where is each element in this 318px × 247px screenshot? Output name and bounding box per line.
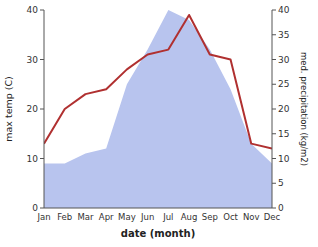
y2-tick: [272, 183, 276, 184]
x-tick-label: Dec: [264, 212, 281, 222]
marks: [44, 10, 272, 208]
y2-tick-label: 10: [278, 154, 290, 164]
y2-tick: [272, 34, 276, 35]
y-tick-label: 10: [27, 154, 39, 164]
y2-tick-label: 30: [278, 55, 290, 65]
y2-tick: [272, 133, 276, 134]
y-tick: [40, 208, 44, 209]
x-axis-line: [44, 208, 272, 209]
chart: 0102030400510152025303540JanFebMarAprMay…: [0, 0, 318, 247]
y-tick: [40, 158, 44, 159]
y2-tick: [272, 10, 276, 11]
y2-tick: [272, 158, 276, 159]
y2-tick: [272, 109, 276, 110]
x-tick-label: Mar: [77, 212, 94, 222]
y2-tick-label: 20: [278, 104, 290, 114]
x-tick-label: Jun: [140, 212, 154, 222]
x-tick-label: Oct: [223, 212, 238, 222]
x-tick-label: Apr: [99, 212, 114, 222]
x-tick-label: May: [118, 212, 136, 222]
x-tick-label: Aug: [181, 212, 198, 222]
x-tick-label: Jan: [36, 212, 50, 222]
y-tick: [40, 10, 44, 11]
x-tick-label: Sep: [202, 212, 218, 222]
y2-tick-label: 40: [278, 5, 290, 15]
y-tick-label: 40: [27, 5, 39, 15]
x-tick-label: Nov: [243, 212, 260, 222]
y2-tick: [272, 208, 276, 209]
y-axis-label: max temp (C): [3, 76, 14, 142]
y2-tick: [272, 59, 276, 60]
y2-tick-label: 5: [278, 178, 284, 188]
y2-tick: [272, 84, 276, 85]
x-tick-label: Feb: [57, 212, 72, 222]
y2-tick-label: 25: [278, 79, 289, 89]
y2-axis-label: med. precipitation (kg/m2): [299, 52, 309, 166]
y-tick-label: 30: [27, 55, 39, 65]
x-tick-label: Jul: [162, 212, 173, 222]
y2-tick-label: 15: [278, 129, 289, 139]
precipitation-area: [44, 10, 272, 208]
x-axis-label: date (month): [121, 228, 195, 239]
y-tick: [40, 109, 44, 110]
y2-tick-label: 35: [278, 30, 289, 40]
axes: 0102030400510152025303540JanFebMarAprMay…: [27, 5, 290, 222]
y-tick-label: 20: [27, 104, 39, 114]
temperature-line: [44, 15, 272, 149]
y-tick: [40, 59, 44, 60]
